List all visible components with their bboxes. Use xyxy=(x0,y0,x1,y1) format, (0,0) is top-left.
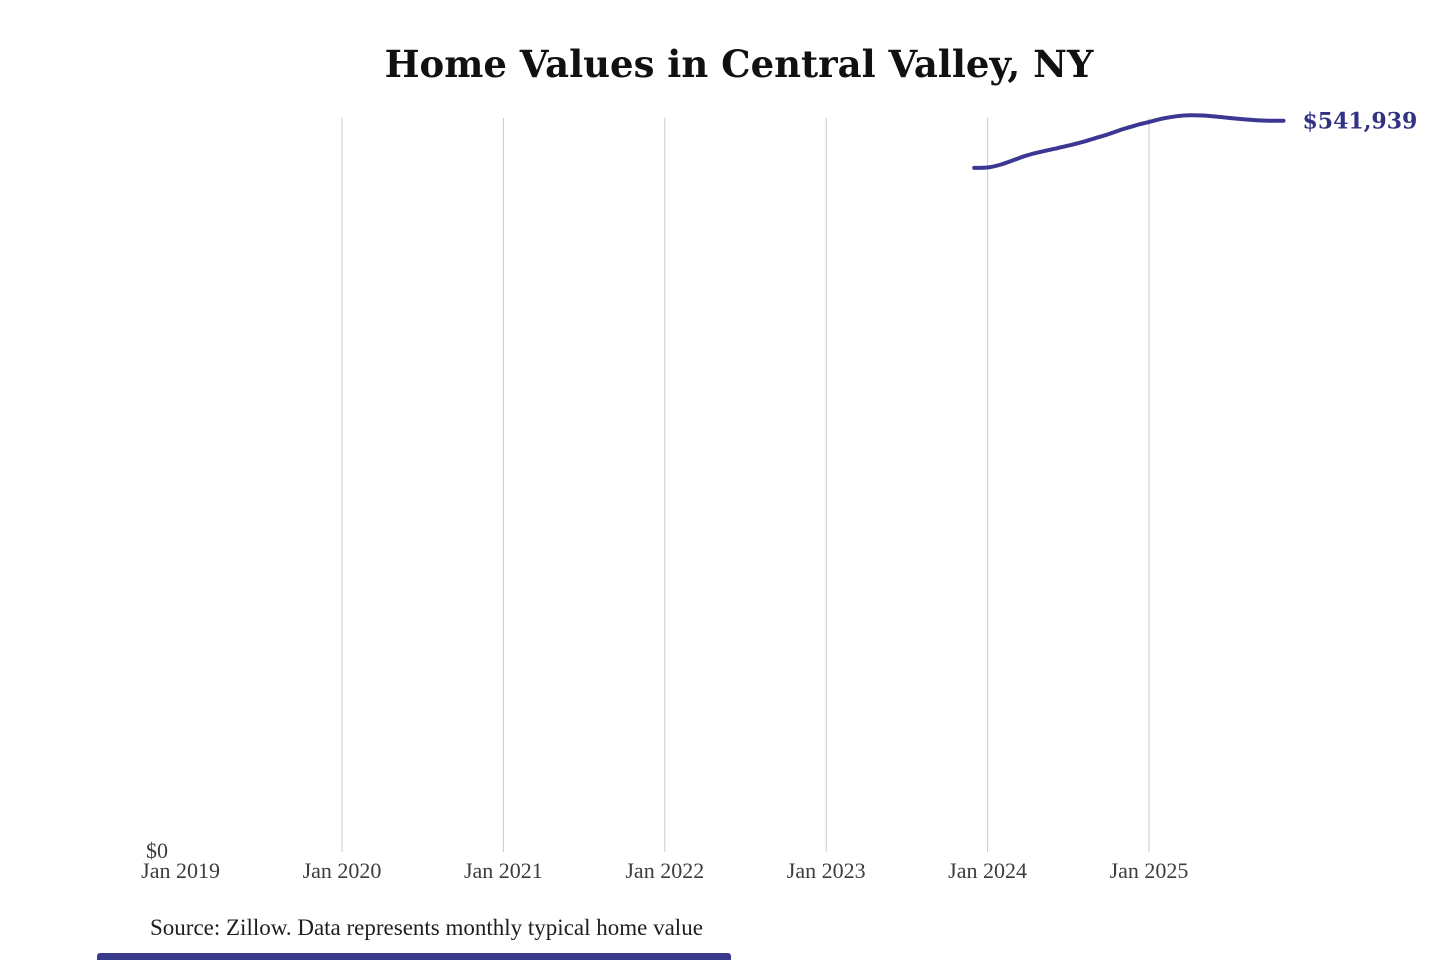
y-zero-label: $0 xyxy=(146,838,168,863)
x-tick-label: Jan 2024 xyxy=(948,858,1027,883)
x-tick-label: Jan 2020 xyxy=(303,858,382,883)
x-tick-label: Jan 2023 xyxy=(787,858,866,883)
x-tick-label: Jan 2022 xyxy=(625,858,704,883)
source-note: Source: Zillow. Data represents monthly … xyxy=(150,915,703,940)
x-tick-label: Jan 2021 xyxy=(464,858,543,883)
home-value-line xyxy=(972,113,1286,170)
x-tick-label: Jan 2019 xyxy=(141,858,220,883)
cutoff-bottom-bar xyxy=(97,953,731,960)
x-tick-label: Jan 2025 xyxy=(1110,858,1189,883)
chart-title: Home Values in Central Valley, NY xyxy=(384,42,1094,86)
end-value-label: $541,939 xyxy=(1303,109,1418,135)
